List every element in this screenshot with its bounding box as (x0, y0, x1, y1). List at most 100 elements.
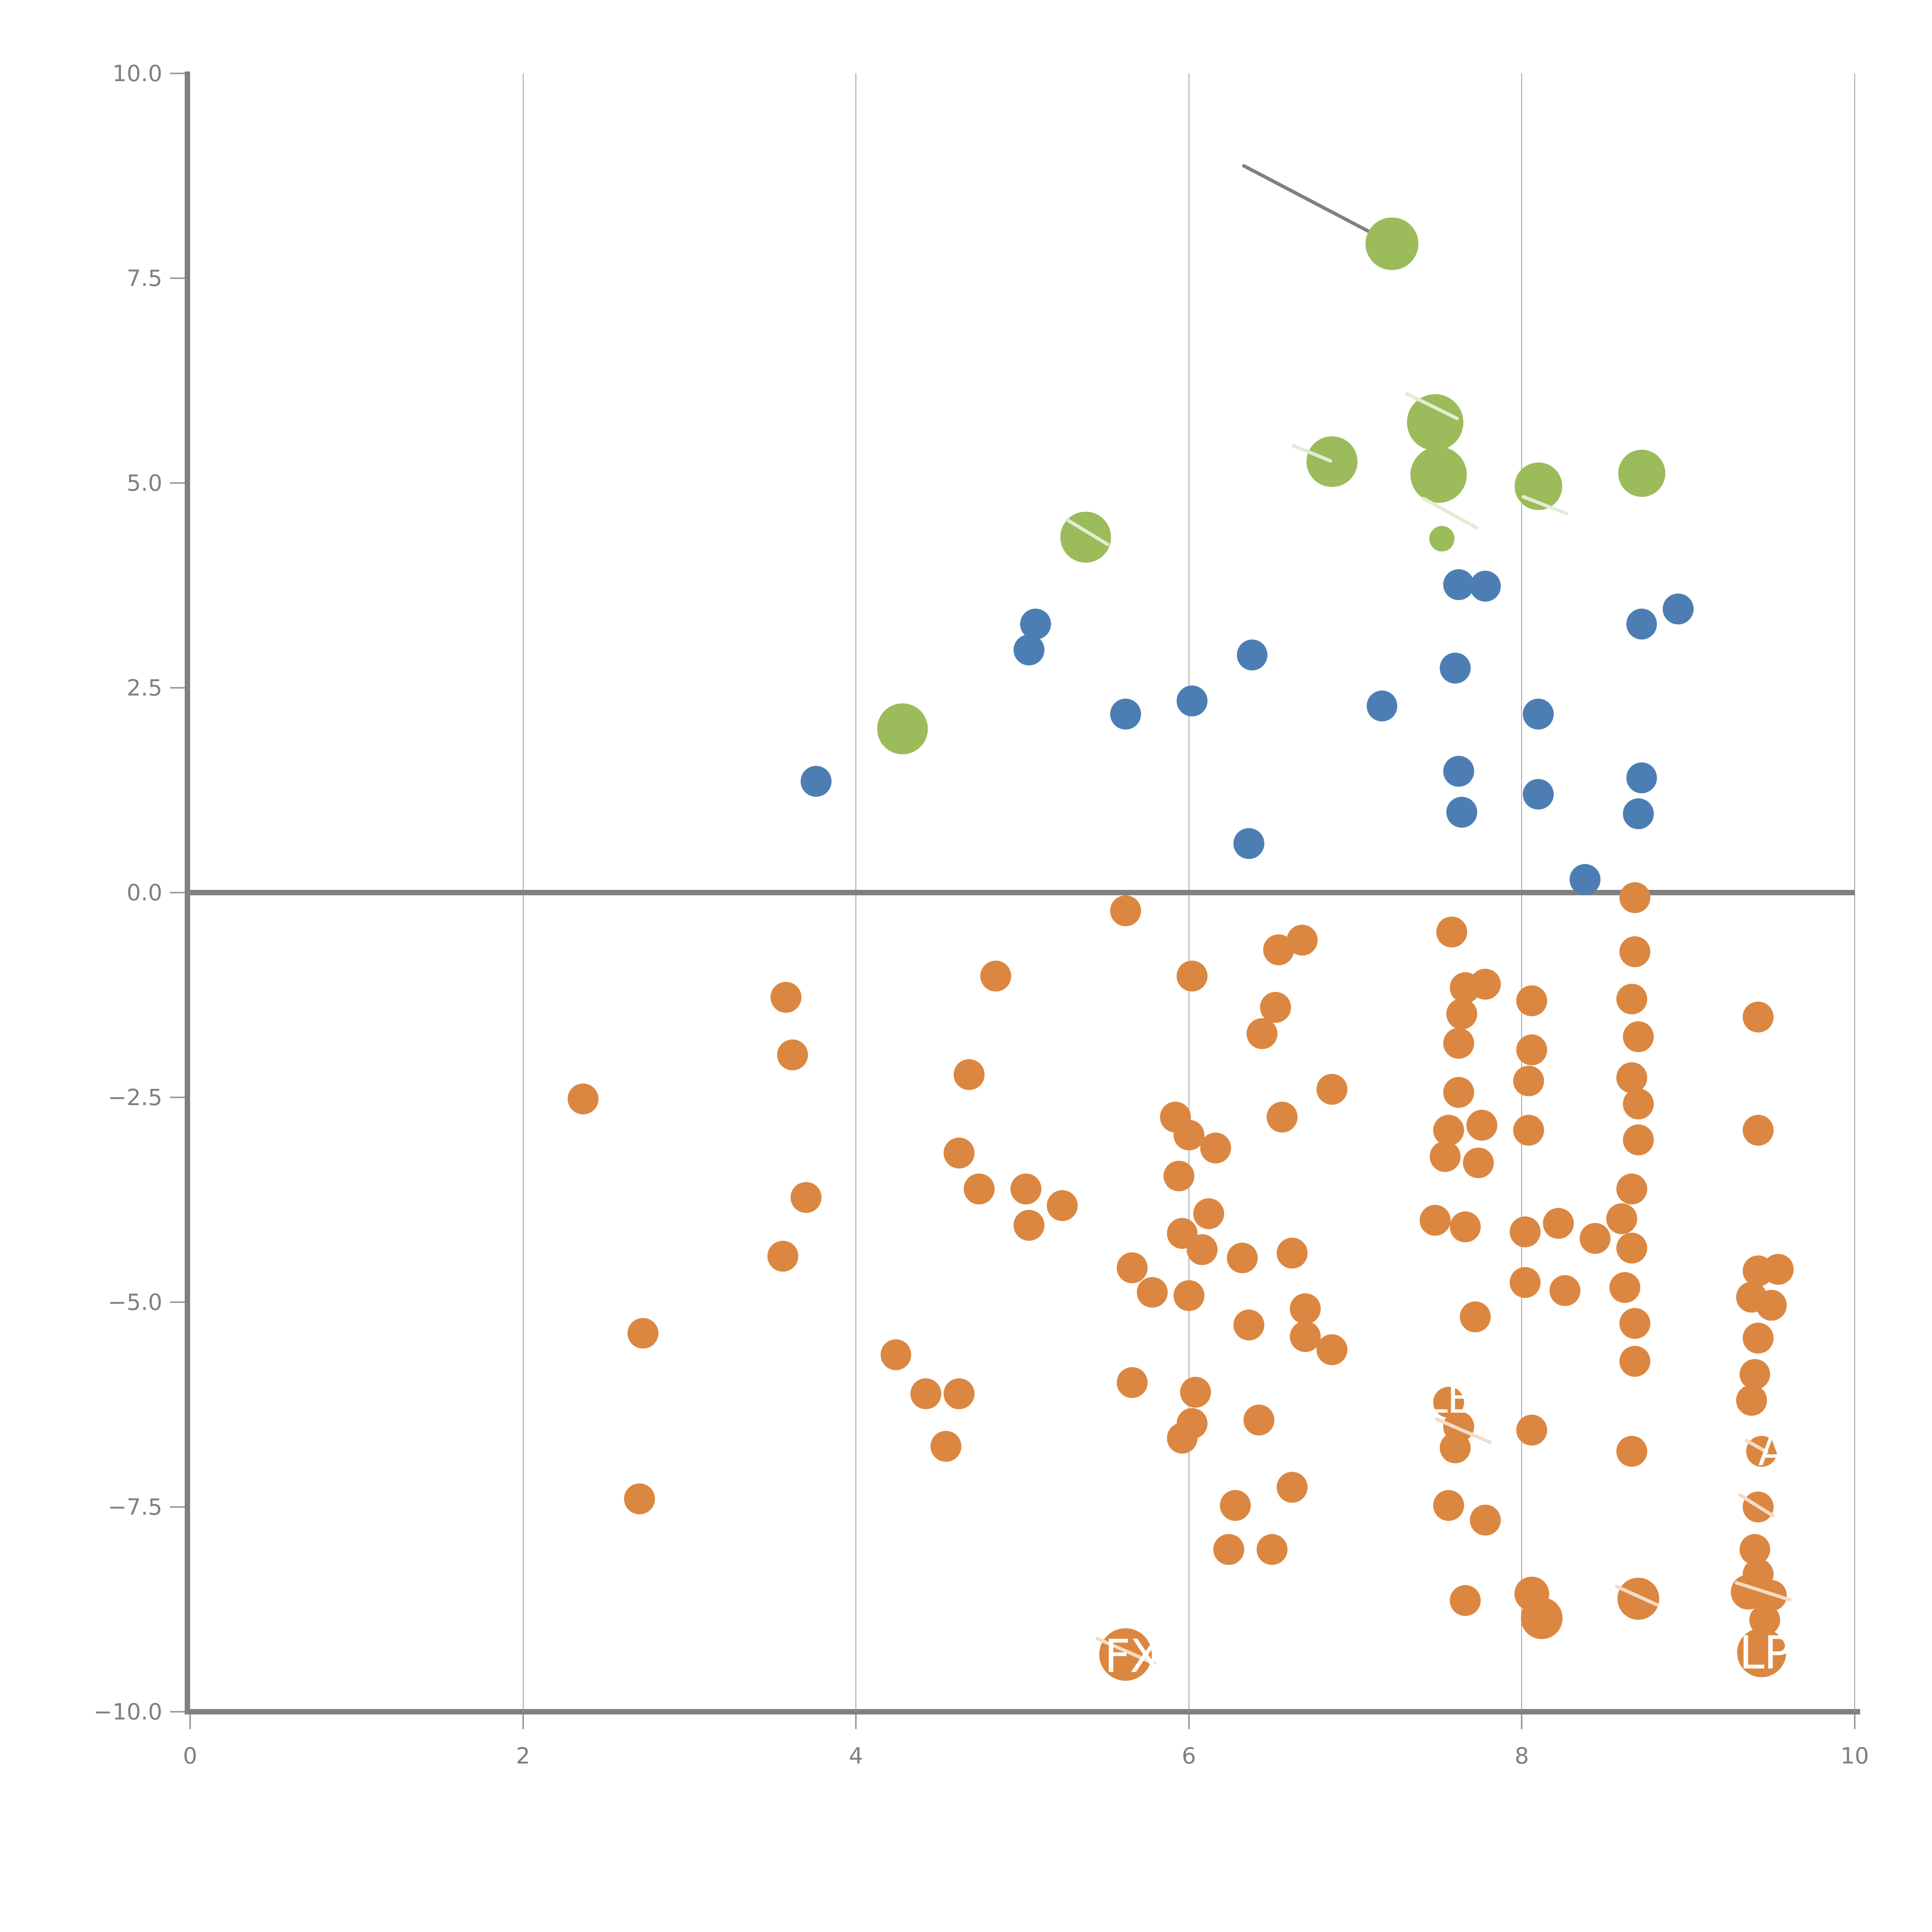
scatter-point-green[interactable] (1618, 449, 1665, 497)
scatter-point-orange[interactable] (1516, 1414, 1548, 1446)
scatter-point-blue[interactable] (800, 765, 832, 797)
scatter-point-orange[interactable] (1449, 1211, 1481, 1242)
scatter-point-orange[interactable] (1579, 1223, 1611, 1254)
scatter-point-orange[interactable] (1276, 1472, 1308, 1503)
scatter-point-blue[interactable] (1020, 608, 1051, 639)
scatter-point-blue[interactable] (1014, 634, 1045, 666)
scatter-point-blue[interactable] (1570, 864, 1601, 895)
scatter-point-blue[interactable] (1443, 756, 1474, 787)
scatter-point-orange[interactable] (1290, 1293, 1321, 1324)
scatter-point-orange[interactable] (1616, 983, 1647, 1015)
scatter-point-orange[interactable] (1619, 882, 1651, 913)
scatter-point-orange[interactable] (1469, 969, 1501, 1000)
scatter-point-orange[interactable] (624, 1483, 655, 1514)
scatter-point-orange[interactable] (880, 1339, 912, 1370)
scatter-point-orange[interactable] (1617, 1578, 1659, 1620)
scatter-point-blue[interactable] (1626, 762, 1657, 794)
scatter-point-orange[interactable] (1459, 1301, 1491, 1333)
scatter-point-orange[interactable] (1213, 1534, 1245, 1565)
scatter-point-orange[interactable] (770, 982, 802, 1013)
scatter-point-orange[interactable] (1616, 1435, 1647, 1467)
scatter-point-orange[interactable] (1443, 1028, 1474, 1059)
scatter-point-orange[interactable] (567, 1083, 599, 1115)
scatter-point-orange[interactable] (791, 1182, 821, 1213)
scatter-point-green[interactable] (1306, 436, 1358, 487)
scatter-point-orange[interactable] (1466, 1110, 1497, 1141)
scatter-point-orange[interactable] (1193, 1198, 1225, 1229)
scatter-point-orange[interactable] (1606, 1203, 1637, 1234)
scatter-point-orange[interactable] (1099, 1628, 1152, 1681)
scatter-point-blue[interactable] (1110, 698, 1141, 730)
scatter-point-blue[interactable] (1469, 571, 1501, 602)
scatter-point-orange[interactable] (1513, 1065, 1544, 1097)
scatter-point-orange[interactable] (1267, 1101, 1298, 1133)
scatter-point-blue[interactable] (1440, 653, 1471, 684)
scatter-point-orange[interactable] (1463, 1147, 1494, 1179)
scatter-point-orange[interactable] (1187, 1234, 1218, 1265)
scatter-point-orange[interactable] (1619, 936, 1651, 967)
scatter-point-blue[interactable] (1623, 798, 1654, 830)
scatter-point-orange[interactable] (1762, 1254, 1794, 1285)
scatter-point-orange[interactable] (1619, 1308, 1651, 1339)
scatter-point-orange[interactable] (980, 961, 1012, 992)
scatter-point-orange[interactable] (1173, 1119, 1204, 1151)
scatter-point-orange[interactable] (1220, 1490, 1251, 1521)
scatter-point-orange[interactable] (1616, 1233, 1647, 1264)
scatter-point-orange[interactable] (1510, 1216, 1541, 1247)
scatter-point-orange[interactable] (1449, 1585, 1481, 1616)
scatter-point-orange[interactable] (1173, 1280, 1204, 1311)
scatter-point-orange[interactable] (1737, 1628, 1786, 1677)
scatter-point-orange[interactable] (1430, 1141, 1461, 1172)
scatter-point-orange[interactable] (1014, 1209, 1045, 1241)
scatter-point-blue[interactable] (1523, 698, 1554, 730)
scatter-point-blue[interactable] (1177, 685, 1208, 716)
scatter-point-green[interactable] (877, 703, 928, 754)
scatter-point-orange[interactable] (1257, 1534, 1288, 1565)
scatter-point-orange[interactable] (1549, 1275, 1581, 1306)
scatter-point-orange[interactable] (1743, 1002, 1774, 1033)
scatter-point-orange[interactable] (1616, 1062, 1647, 1094)
scatter-point-orange[interactable] (1137, 1277, 1168, 1308)
scatter-point-orange[interactable] (1010, 1173, 1041, 1205)
scatter-point-blue[interactable] (1663, 594, 1694, 625)
scatter-point-green[interactable] (1366, 217, 1418, 270)
scatter-point-orange[interactable] (767, 1241, 798, 1272)
scatter-point-orange[interactable] (1316, 1073, 1348, 1105)
scatter-point-orange[interactable] (944, 1138, 975, 1169)
scatter-point-orange[interactable] (1316, 1334, 1348, 1365)
scatter-point-orange[interactable] (1167, 1422, 1198, 1454)
scatter-point-blue[interactable] (1233, 828, 1264, 859)
scatter-point-orange[interactable] (1619, 1345, 1651, 1377)
scatter-point-orange[interactable] (1469, 1504, 1501, 1536)
scatter-point-orange[interactable] (1420, 1205, 1451, 1236)
scatter-point-orange[interactable] (1609, 1272, 1641, 1303)
scatter-point-orange[interactable] (1756, 1290, 1787, 1321)
scatter-point-orange[interactable] (1110, 895, 1141, 926)
scatter-point-blue[interactable] (1366, 690, 1398, 721)
scatter-point-orange[interactable] (1247, 1018, 1278, 1049)
scatter-point-orange[interactable] (1623, 1124, 1654, 1156)
scatter-point-orange[interactable] (1516, 985, 1548, 1016)
scatter-point-orange[interactable] (1521, 1597, 1563, 1639)
scatter-point-green[interactable] (1410, 446, 1467, 503)
scatter-point-orange[interactable] (1117, 1367, 1148, 1398)
scatter-point-orange[interactable] (1739, 1359, 1770, 1390)
scatter-point-orange[interactable] (1200, 1133, 1231, 1164)
scatter-point-orange[interactable] (910, 1378, 942, 1410)
scatter-point-orange[interactable] (1180, 1377, 1211, 1408)
scatter-point-orange[interactable] (1276, 1237, 1308, 1269)
scatter-point-orange[interactable] (627, 1318, 658, 1349)
scatter-point-orange[interactable] (1117, 1252, 1148, 1283)
scatter-point-blue[interactable] (1443, 569, 1474, 600)
scatter-point-orange[interactable] (1163, 1160, 1194, 1192)
scatter-point-orange[interactable] (1243, 1405, 1274, 1436)
scatter-point-orange[interactable] (1260, 992, 1291, 1023)
scatter-point-orange[interactable] (1446, 998, 1478, 1029)
scatter-point-orange[interactable] (1443, 1077, 1474, 1108)
scatter-point-green[interactable] (1407, 394, 1464, 451)
scatter-point-orange[interactable] (777, 1039, 808, 1070)
scatter-point-orange[interactable] (1516, 1034, 1548, 1065)
scatter-point-orange[interactable] (1433, 1490, 1464, 1521)
scatter-point-orange[interactable] (1543, 1208, 1574, 1239)
scatter-point-green[interactable] (1429, 526, 1455, 552)
